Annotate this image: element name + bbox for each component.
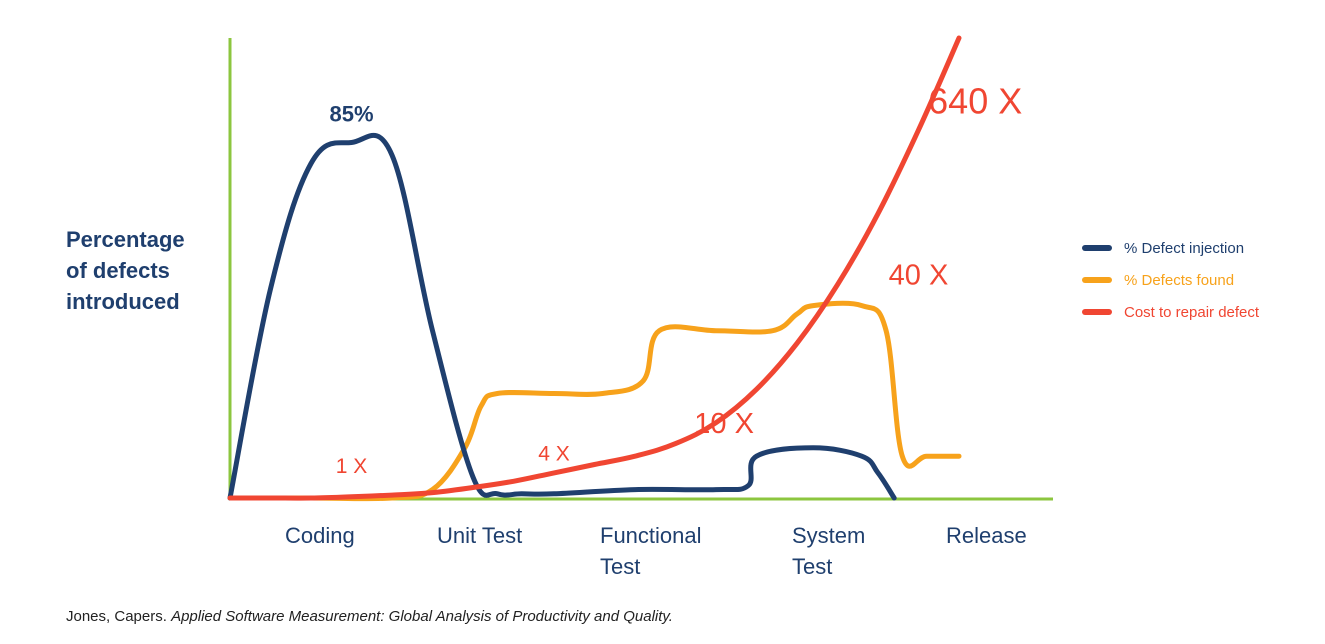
series-line-cost-to-repair-defect (227, 35, 962, 501)
x-tick-label-line: Coding (285, 523, 355, 548)
x-tick-label: Coding (285, 520, 355, 551)
source-author: Jones, Capers. (66, 608, 167, 625)
series-line-defect-injection (227, 132, 897, 501)
x-tick-label: Unit Test (437, 520, 522, 551)
source-title: Applied Software Measurement: Global Ana… (171, 608, 673, 625)
annotation-label: 10 X (694, 408, 754, 440)
x-tick-label-line: Unit Test (437, 523, 523, 548)
annotation-label: 85% (329, 102, 373, 127)
x-tick-label-line: Test (600, 554, 641, 579)
legend-item: % Defects found (1082, 264, 1259, 296)
legend-item: Cost to repair defect (1082, 296, 1259, 328)
x-tick-label: Functional Test (600, 520, 702, 582)
legend-swatch (1082, 245, 1112, 251)
annotations: 85% 1 X 4 X 10 X 40 X 640 X (329, 80, 1022, 478)
annotation-label: 1 X (336, 455, 368, 478)
annotation-label: 640 X (928, 80, 1022, 121)
legend-label: % Defect injection (1124, 239, 1245, 257)
legend-label: % Defects found (1124, 271, 1235, 289)
x-tick-label-line: Test (792, 554, 833, 579)
legend-swatch (1082, 277, 1112, 283)
x-tick-label: Release (946, 520, 1027, 551)
x-tick-label-line: Release (946, 523, 1027, 548)
x-tick-label-line: System (792, 523, 866, 548)
legend-label: Cost to repair defect (1124, 303, 1260, 321)
source-citation: Jones, Capers. Applied Software Measurem… (66, 608, 673, 625)
y-axis-label-line: Percentage (66, 227, 185, 252)
x-tick-label-line: Functional (600, 523, 702, 548)
y-axis-label-line: introduced (66, 289, 180, 314)
series-line-defects-found (227, 300, 962, 502)
annotation-label: 40 X (889, 260, 949, 292)
annotation-label: 4 X (538, 442, 570, 465)
legend: % Defect injection % Defects found Cost to… (1082, 232, 1259, 328)
series-lines (227, 35, 962, 502)
x-tick-label: System Test (792, 520, 865, 582)
y-axis-label: Percentage of defects introduced (66, 224, 226, 317)
y-axis-label-line: of defects (66, 258, 170, 283)
legend-item: % Defect injection (1082, 232, 1259, 264)
legend-swatch (1082, 309, 1112, 315)
